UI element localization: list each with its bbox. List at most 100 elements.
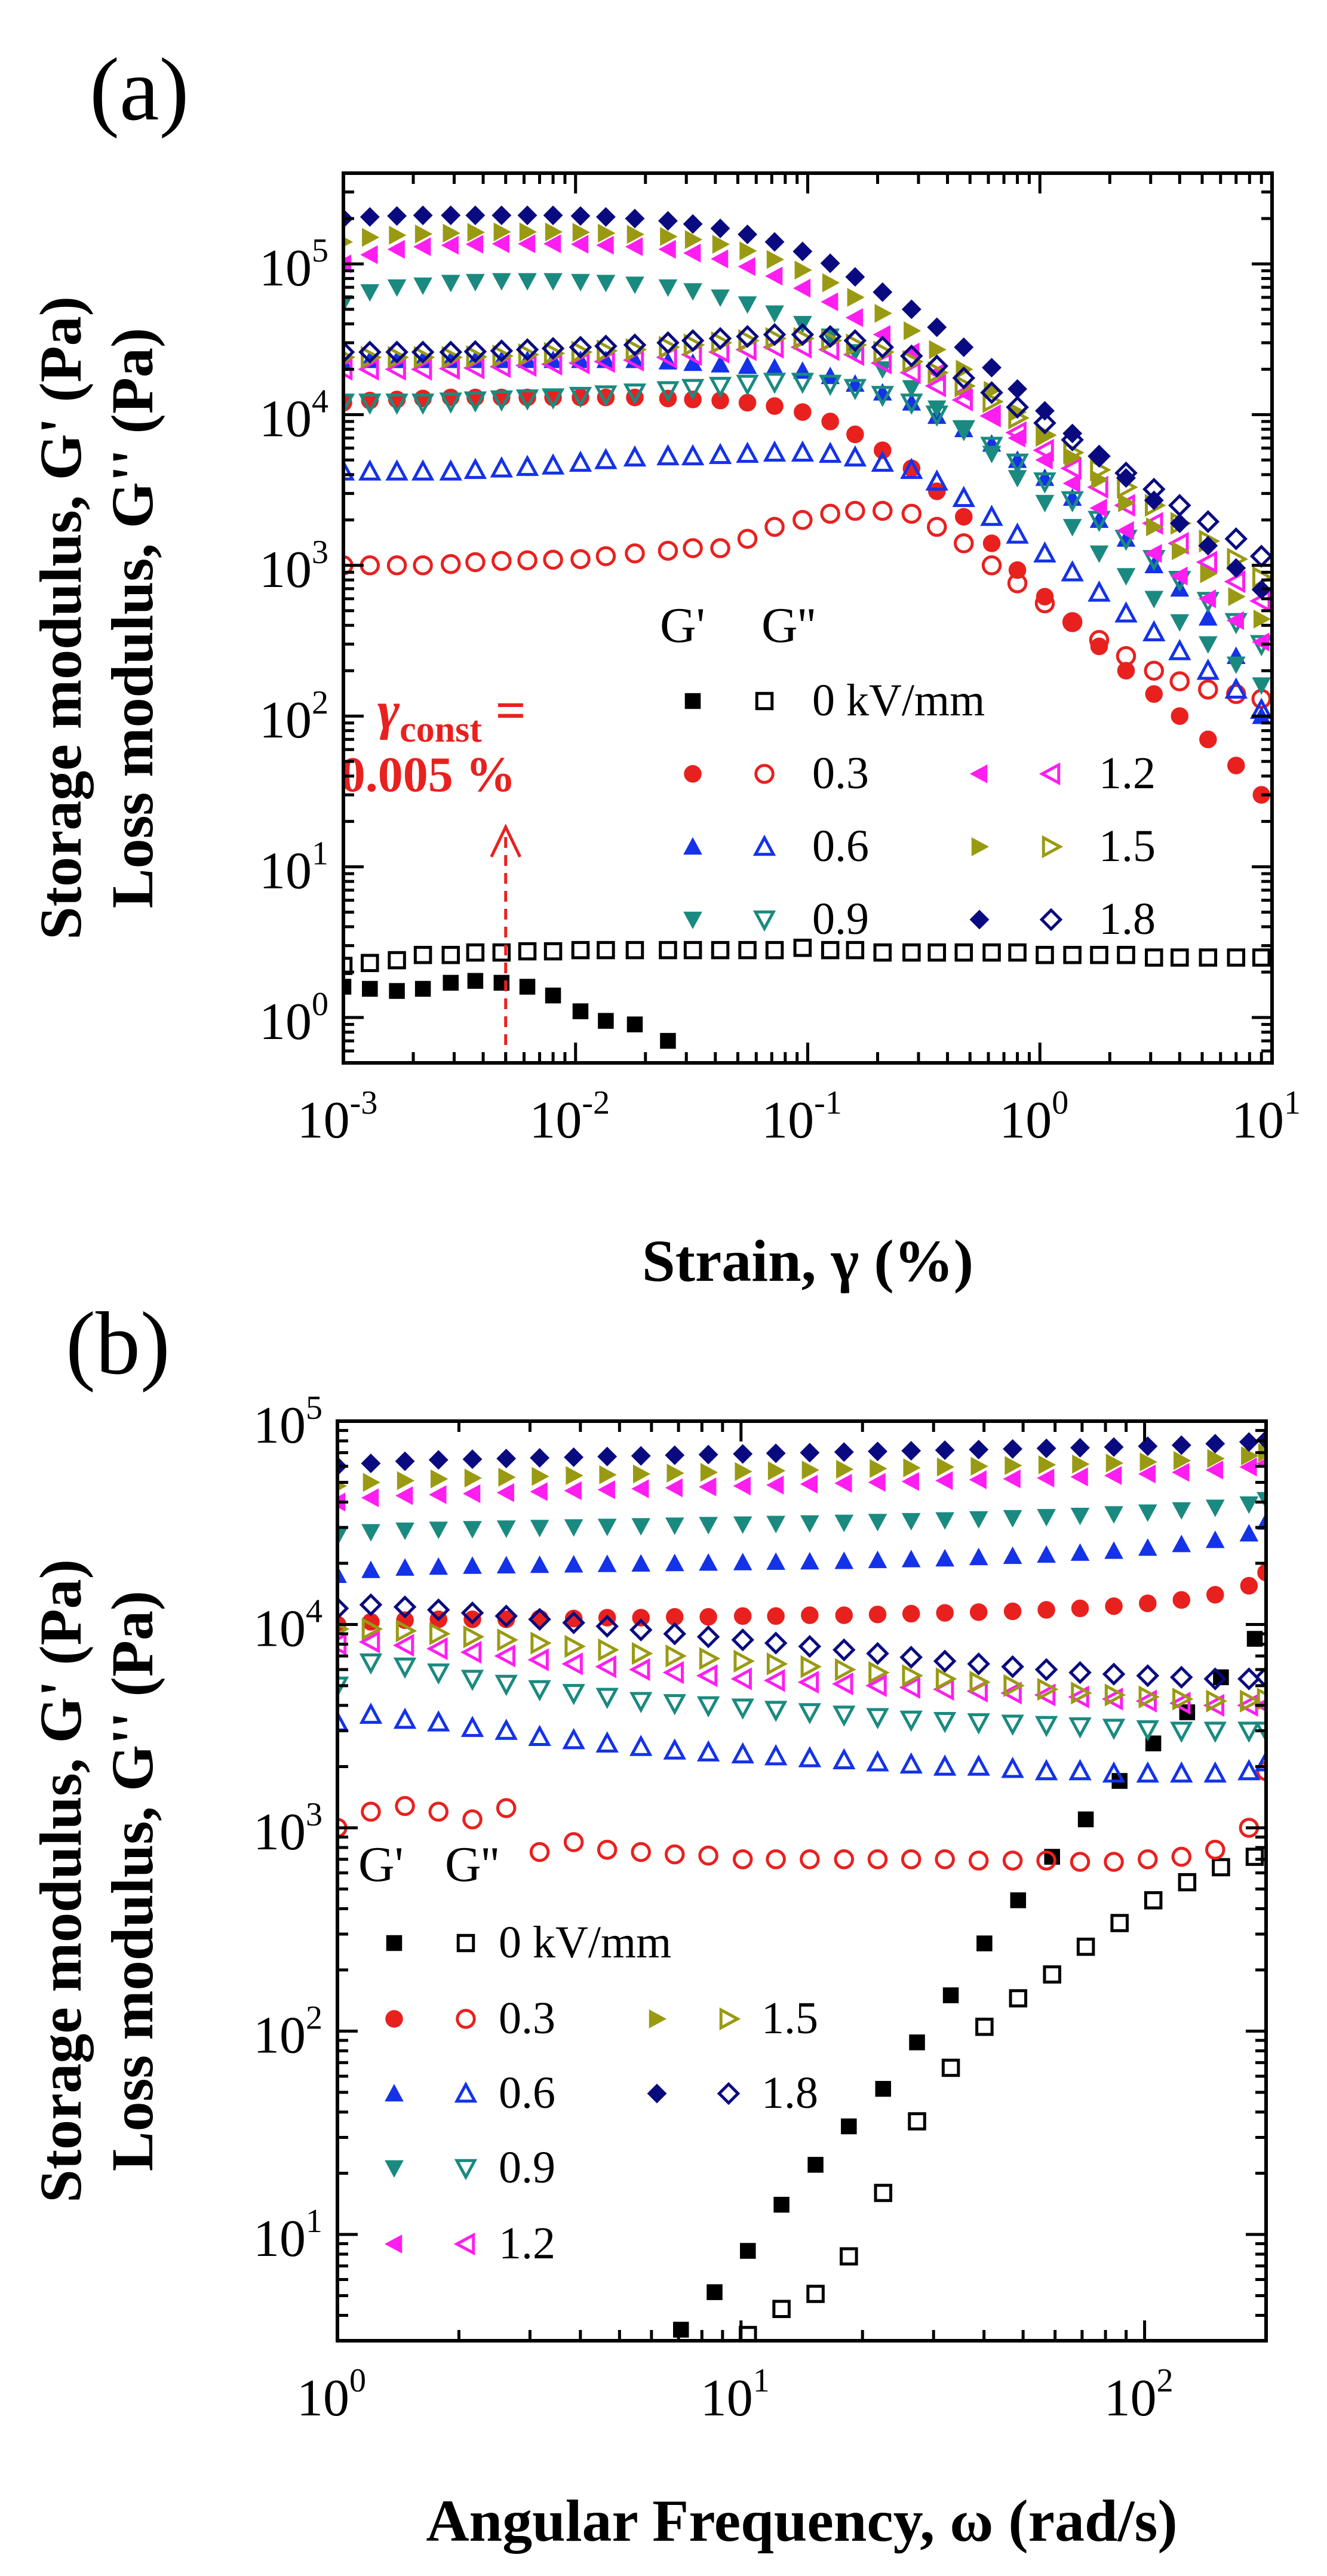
gpp-point bbox=[1198, 679, 1218, 700]
gpp-point bbox=[1145, 948, 1163, 967]
gpp-point bbox=[1196, 551, 1218, 574]
gp-point bbox=[1037, 1601, 1055, 1619]
legend-marker-gpp bbox=[1042, 835, 1064, 859]
tick-base: 10 bbox=[259, 239, 312, 297]
gpp-point bbox=[343, 340, 355, 364]
gp-point bbox=[1117, 662, 1135, 680]
tick-exponent: 5 bbox=[312, 232, 328, 269]
gpp-point bbox=[411, 394, 435, 415]
legend-marker-gp bbox=[969, 909, 990, 930]
gp-point bbox=[1144, 591, 1164, 608]
gp-point bbox=[1035, 494, 1055, 513]
gpp-point bbox=[359, 1702, 383, 1724]
gp-point bbox=[793, 361, 812, 379]
gpp-point bbox=[358, 459, 382, 481]
gp-point bbox=[658, 211, 678, 231]
y-axis-title-loss: Loss modulus, G'' (Pa) bbox=[99, 1591, 165, 2171]
gpp-point bbox=[764, 1701, 788, 1722]
tick-base: 10 bbox=[259, 843, 312, 900]
gp-point bbox=[927, 400, 947, 418]
gp-point bbox=[543, 234, 561, 254]
gpp-point bbox=[797, 1670, 819, 1694]
series-1.8 bbox=[343, 205, 1272, 600]
gp-point bbox=[738, 356, 757, 374]
gpp-point bbox=[1254, 1665, 1266, 1689]
tick-base: 10 bbox=[259, 691, 312, 749]
gpp-point bbox=[1237, 1667, 1261, 1690]
gp-point bbox=[413, 277, 432, 296]
gpp-point bbox=[925, 469, 948, 491]
gp-point bbox=[1199, 730, 1217, 749]
gp-point bbox=[954, 337, 974, 357]
gpp-point bbox=[413, 946, 432, 964]
gp-point bbox=[1070, 1507, 1090, 1526]
legend-marker-gpp bbox=[456, 2009, 476, 2029]
tick-exponent: 4 bbox=[312, 383, 328, 420]
legend-label: 1.5 bbox=[761, 1993, 818, 2043]
gp-point bbox=[699, 1553, 718, 1571]
gpp-point bbox=[1006, 522, 1029, 544]
gp-point bbox=[496, 1483, 514, 1502]
gp-point bbox=[766, 1443, 786, 1464]
gpp-point bbox=[765, 940, 784, 960]
gpp-point bbox=[385, 340, 408, 364]
gpp-point bbox=[490, 456, 514, 478]
gpp-point bbox=[683, 538, 703, 558]
gp-point bbox=[868, 1441, 887, 1462]
legend-marker-gp bbox=[649, 2009, 667, 2028]
gpp-point bbox=[360, 555, 380, 576]
gp-point bbox=[800, 1515, 819, 1533]
gp-point bbox=[530, 1447, 550, 1468]
gpp-point bbox=[1170, 1761, 1193, 1783]
tick-exponent: 2 bbox=[306, 1999, 322, 2036]
legend-label: 1.8 bbox=[761, 2068, 818, 2118]
gp-point bbox=[1077, 1811, 1094, 1828]
gp-point bbox=[389, 226, 407, 245]
gpp-point bbox=[874, 2184, 893, 2202]
gp-point bbox=[496, 1556, 516, 1573]
gp-point bbox=[834, 1474, 852, 1493]
gpp-point bbox=[1114, 601, 1138, 623]
gpp-point bbox=[337, 1710, 349, 1732]
y-axis-title-storage: Storage modulus, G' (Pa) bbox=[27, 1559, 94, 2203]
gpp-point bbox=[528, 1607, 551, 1631]
gp-point bbox=[1179, 1704, 1196, 1720]
gp-point bbox=[1144, 555, 1164, 574]
gpp-point bbox=[967, 1652, 990, 1676]
series-0.6 bbox=[337, 1512, 1266, 1783]
gp-point bbox=[1138, 1504, 1157, 1522]
gpp-point bbox=[792, 510, 813, 530]
gpp-point bbox=[1104, 1683, 1126, 1707]
gpp-point bbox=[515, 338, 539, 361]
gp-point bbox=[1104, 1437, 1124, 1457]
gpp-point bbox=[629, 1692, 653, 1714]
gp-point bbox=[909, 2034, 925, 2051]
gpp-point bbox=[663, 1694, 686, 1716]
gpp-point bbox=[981, 555, 1002, 576]
gp-point bbox=[733, 1516, 752, 1534]
gp-point bbox=[1239, 1496, 1259, 1514]
gpp-point bbox=[736, 441, 759, 463]
tick-base: 10 bbox=[999, 1092, 1052, 1149]
gp-point bbox=[1146, 517, 1164, 537]
gpp-point bbox=[708, 377, 732, 398]
gpp-point bbox=[518, 942, 537, 961]
gpp-point bbox=[1062, 612, 1083, 632]
gp-point bbox=[1003, 1439, 1023, 1459]
gpp-point bbox=[1006, 395, 1029, 419]
gpp-point bbox=[343, 394, 355, 415]
gp-point bbox=[660, 227, 678, 246]
gpp-point bbox=[1171, 1846, 1192, 1867]
gp-point bbox=[1226, 611, 1245, 631]
gpp-point bbox=[764, 1744, 788, 1766]
y-axis-title-loss: Loss modulus, G'' (Pa) bbox=[99, 328, 165, 908]
gpp-point bbox=[935, 1849, 955, 1870]
gpp-point bbox=[1008, 943, 1027, 962]
series-0 bbox=[343, 939, 1271, 1049]
y-tick-label: 100 bbox=[259, 986, 328, 1051]
gp-point bbox=[936, 1604, 954, 1622]
gpp-point bbox=[343, 957, 353, 975]
gp-point bbox=[1037, 1545, 1056, 1563]
gp-point bbox=[1144, 543, 1162, 563]
gp-point bbox=[632, 1609, 650, 1627]
